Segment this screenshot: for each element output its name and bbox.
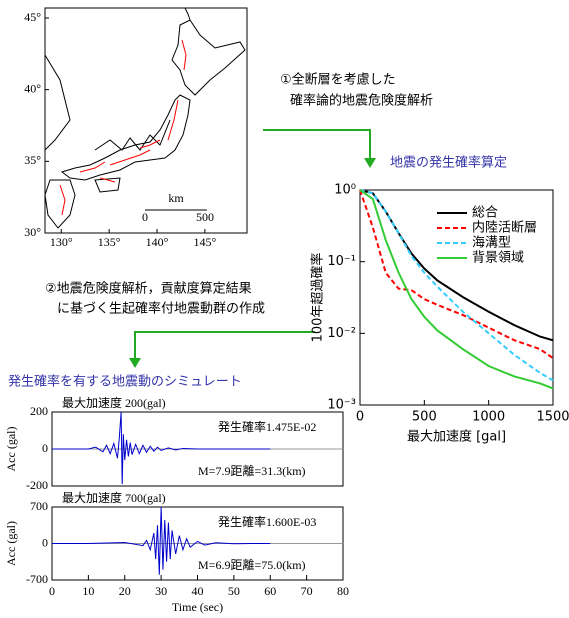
annotation: M=7.9距離=31.3(km) <box>198 464 306 478</box>
y-tick-label: 30° <box>24 225 41 239</box>
y-axis-label: Acc (gal) <box>4 521 18 566</box>
x-tick-label: 130° <box>50 235 73 249</box>
legend-label: 背景領域 <box>472 250 524 266</box>
y-tick-label: 10⁰ <box>334 183 356 198</box>
y-tick-label: 200 <box>30 404 48 418</box>
x-tick-label: 40 <box>192 584 204 598</box>
x-tick-label: 10 <box>82 584 94 598</box>
legend-label: 内陸活断層 <box>472 220 537 236</box>
y-tick-label: 40° <box>24 81 41 95</box>
legend-label: 総合 <box>472 206 498 221</box>
chart-title: 最大加速度 700(gal) <box>62 490 166 505</box>
x-tick-label: 140° <box>146 235 169 249</box>
arrow-head <box>129 358 141 368</box>
y-tick-label: -200 <box>26 478 48 492</box>
x-axis-label: 最大加速度 [gal] <box>407 429 506 445</box>
annotation: 発生確率1.475E-02 <box>218 419 316 434</box>
step-text: に基づく生起確率付地震動群の作成 <box>57 301 265 317</box>
series-line <box>359 189 554 342</box>
y-tick-label: 45° <box>24 10 41 24</box>
series-line <box>359 189 554 390</box>
step-text: ②地震危険度解析，貢献度算定結果 <box>45 281 252 297</box>
y-axis-label: Acc (gal) <box>4 427 18 472</box>
x-tick-label: 80 <box>337 584 349 598</box>
chart-title: 地震の発生確率算定 <box>390 155 507 171</box>
y-tick-label: 10⁻³ <box>327 398 356 413</box>
x-tick-label: 70 <box>301 584 313 598</box>
y-tick-label: 0 <box>42 535 48 549</box>
series-line <box>52 506 271 575</box>
y-tick-label: -700 <box>26 572 48 586</box>
x-tick-label: 50 <box>228 584 240 598</box>
x-tick-label: 1000 <box>472 410 505 425</box>
chart-title: 最大加速度 200(gal) <box>62 395 166 410</box>
y-tick-label: 0 <box>42 441 48 455</box>
x-tick-label: 0 <box>356 410 364 425</box>
map-frame <box>44 7 248 234</box>
flow-arrows <box>134 129 371 360</box>
x-tick-label: 20 <box>119 584 131 598</box>
x-tick-label: 145° <box>193 235 216 249</box>
series-line <box>359 189 554 382</box>
x-tick-label: 0 <box>49 584 55 598</box>
section-title: 発生確率を有する地震動のシミュレート <box>8 374 242 390</box>
step-text: 確率論的地震危険度解析 <box>290 93 433 109</box>
arrow-head <box>364 158 376 168</box>
x-tick-label: 1500 <box>536 410 569 425</box>
step-text: ①全断層を考慮した <box>280 72 396 88</box>
x-tick-label: 135° <box>98 235 121 249</box>
y-axis-label: 100年超過確率 <box>310 253 326 343</box>
annotation: 発生確率1.600E-03 <box>218 514 316 529</box>
map <box>44 7 248 234</box>
scale-label: 0 <box>142 210 148 224</box>
plot-frame <box>359 189 554 406</box>
y-tick-label: 10⁻¹ <box>327 254 356 269</box>
annotation: M=6.9距離=75.0(km) <box>198 558 306 572</box>
coastline <box>44 7 246 229</box>
y-tick-label: 10⁻² <box>327 326 356 341</box>
fault-lines <box>59 39 187 216</box>
scale-unit: km <box>168 191 184 205</box>
y-tick-label: 700 <box>30 499 48 513</box>
x-tick-label: 30 <box>155 584 167 598</box>
x-tick-label: 500 <box>412 410 437 425</box>
x-axis-label: Time (sec) <box>172 600 223 614</box>
y-tick-label: 35° <box>24 153 41 167</box>
legend-label: 海溝型 <box>472 236 511 251</box>
x-tick-label: 60 <box>264 584 276 598</box>
series-line <box>52 411 271 485</box>
scale-label: 500 <box>196 210 214 224</box>
